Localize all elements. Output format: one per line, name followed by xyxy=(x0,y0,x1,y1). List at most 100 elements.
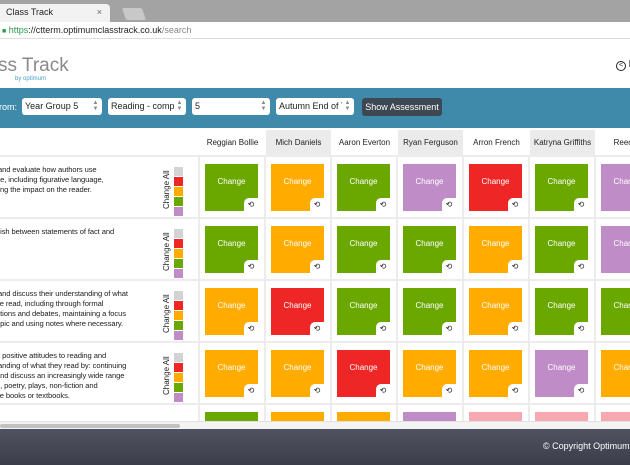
change-button[interactable]: Change⟲ xyxy=(403,164,456,211)
horizontal-scrollbar[interactable] xyxy=(0,421,630,429)
change-button[interactable]: Change⟲ xyxy=(601,164,630,211)
scrollbar-thumb[interactable] xyxy=(0,424,180,428)
swatch-green[interactable] xyxy=(174,197,183,206)
change-button[interactable]: Change⟲ xyxy=(403,288,456,335)
undo-icon[interactable]: ⟲ xyxy=(310,384,324,397)
assessment-cell: Change⟲ xyxy=(264,157,329,217)
tab-close-icon[interactable]: × xyxy=(96,7,102,17)
assessment-cell: Change⟲ xyxy=(594,219,630,279)
student-header: Aaron Everton xyxy=(338,138,391,147)
url-scheme: https xyxy=(8,25,29,35)
swatch-green[interactable] xyxy=(174,321,183,330)
assessment-cell: Change⟲ xyxy=(528,343,593,403)
change-all-swatches xyxy=(174,353,183,403)
undo-icon[interactable]: ⟲ xyxy=(508,260,522,273)
change-button[interactable]: Change⟲ xyxy=(205,226,258,273)
change-button[interactable]: Change⟲ xyxy=(469,350,522,397)
undo-icon[interactable]: ⟲ xyxy=(442,198,456,211)
change-button[interactable]: Change⟲ xyxy=(535,350,588,397)
change-button[interactable]: Change⟲ xyxy=(601,350,630,397)
undo-icon[interactable]: ⟲ xyxy=(244,384,258,397)
swatch-red[interactable] xyxy=(174,177,183,186)
undo-icon[interactable]: ⟲ xyxy=(574,322,588,335)
swatch-orange[interactable] xyxy=(174,311,183,320)
new-tab-button[interactable] xyxy=(121,8,147,20)
change-button[interactable]: Change⟲ xyxy=(205,164,258,211)
swatch-orange[interactable] xyxy=(174,187,183,196)
undo-icon[interactable]: ⟲ xyxy=(442,260,456,273)
undo-icon[interactable]: ⟲ xyxy=(376,198,390,211)
swatch-grey[interactable] xyxy=(174,291,183,300)
change-button[interactable]: Change⟲ xyxy=(601,288,630,335)
undo-icon[interactable]: ⟲ xyxy=(508,198,522,211)
student-header: Reggian Bollie xyxy=(206,138,259,147)
change-button[interactable]: Change⟲ xyxy=(337,226,390,273)
undo-icon[interactable]: ⟲ xyxy=(310,260,324,273)
change-button[interactable]: Change⟲ xyxy=(469,288,522,335)
change-button[interactable]: Change⟲ xyxy=(535,164,588,211)
swatch-purple[interactable] xyxy=(174,331,183,340)
change-button[interactable]: Change⟲ xyxy=(337,164,390,211)
change-button[interactable]: Change⟲ xyxy=(601,226,630,273)
year-group-select[interactable]: Year Group 5 ▲ ▼ xyxy=(22,98,102,115)
swatch-purple[interactable] xyxy=(174,269,183,278)
change-button[interactable]: Change⟲ xyxy=(403,350,456,397)
undo-icon[interactable]: ⟲ xyxy=(310,198,324,211)
undo-icon[interactable]: ⟲ xyxy=(574,384,588,397)
change-button[interactable]: Change⟲ xyxy=(469,226,522,273)
change-button[interactable]: Change⟲ xyxy=(403,226,456,273)
student-header: Katryna Griffiths xyxy=(530,130,595,155)
change-button[interactable]: Change⟲ xyxy=(271,350,324,397)
undo-icon[interactable]: ⟲ xyxy=(574,260,588,273)
change-all-label[interactable]: Change All xyxy=(162,356,171,396)
change-button[interactable]: Change⟲ xyxy=(271,226,324,273)
undo-icon[interactable]: ⟲ xyxy=(244,260,258,273)
swatch-red[interactable] xyxy=(174,363,183,372)
subject-select[interactable]: Reading - compre▲▼ xyxy=(108,98,186,115)
swatch-green[interactable] xyxy=(174,259,183,268)
change-all-label[interactable]: Change All xyxy=(162,232,171,272)
level-select[interactable]: 5 ▲ ▼ xyxy=(192,98,270,115)
swatch-grey[interactable] xyxy=(174,353,183,362)
term-select[interactable]: Autumn End of Te▲▼ xyxy=(276,98,354,115)
swatch-red[interactable] xyxy=(174,301,183,310)
browser-tab[interactable]: Class Track × xyxy=(0,4,110,22)
change-button[interactable]: Change ⟲ xyxy=(337,350,390,397)
change-button[interactable]: Change⟲ xyxy=(535,226,588,273)
undo-icon[interactable]: ⟲ xyxy=(376,322,390,335)
undo-icon[interactable]: ⟲ xyxy=(442,322,456,335)
swatch-purple[interactable] xyxy=(174,207,183,216)
change-button[interactable]: Change⟲ xyxy=(205,288,258,335)
undo-icon[interactable]: ⟲ xyxy=(244,322,258,335)
change-button[interactable]: Change⟲ xyxy=(205,350,258,397)
change-label: Change xyxy=(283,301,312,310)
change-button[interactable]: Change⟲ xyxy=(271,164,324,211)
undo-icon[interactable]: ⟲ xyxy=(376,384,390,397)
swatch-orange[interactable] xyxy=(174,373,183,382)
undo-icon[interactable]: ⟲ xyxy=(442,384,456,397)
change-label: Change xyxy=(349,363,378,372)
swatch-purple[interactable] xyxy=(174,393,183,402)
undo-icon[interactable]: ⟲ xyxy=(574,198,588,211)
change-button[interactable]: Change⟲ xyxy=(337,288,390,335)
swatch-orange[interactable] xyxy=(174,249,183,258)
undo-icon[interactable]: ⟲ xyxy=(376,260,390,273)
undo-icon[interactable]: ⟲ xyxy=(508,384,522,397)
change-button[interactable]: Change⟲ xyxy=(469,164,522,211)
swatch-green[interactable] xyxy=(174,383,183,392)
undo-icon[interactable]: ⟲ xyxy=(508,322,522,335)
swatch-grey[interactable] xyxy=(174,229,183,238)
change-all-label[interactable]: Change All xyxy=(162,294,171,334)
undo-icon[interactable]: ⟲ xyxy=(244,198,258,211)
address-bar[interactable]: ■ https://ctterm.optimumclasstrack.co.uk… xyxy=(0,22,630,39)
change-button[interactable]: Change ⟲ xyxy=(271,288,324,335)
objective-text: and evaluate how authors use ge, includi… xyxy=(0,165,104,194)
change-button[interactable]: Change⟲ xyxy=(535,288,588,335)
show-assessment-button[interactable]: Show Assessment xyxy=(362,98,442,116)
swatch-red[interactable] xyxy=(174,239,183,248)
undo-icon[interactable]: ⟲ xyxy=(310,322,324,335)
back-button[interactable]: < B xyxy=(615,59,630,71)
swatch-grey[interactable] xyxy=(174,167,183,176)
change-all-label[interactable]: Change All xyxy=(162,170,171,210)
select-value: Reading - compre xyxy=(111,101,174,111)
